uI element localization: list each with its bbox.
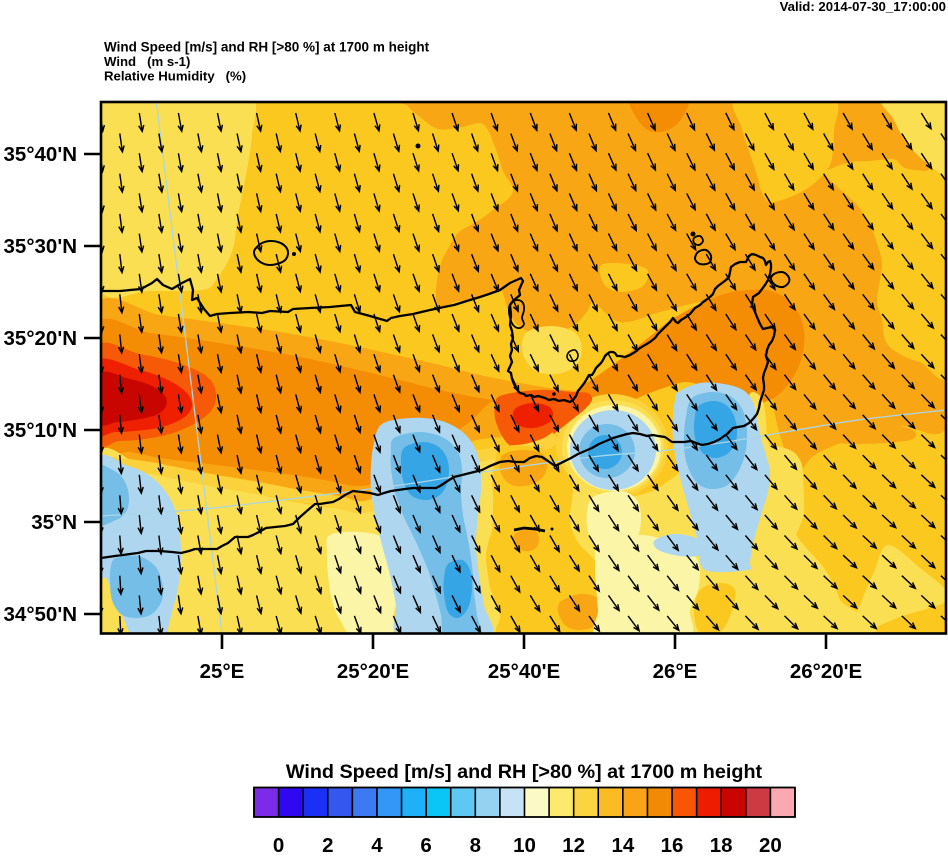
svg-text:25°20'E: 25°20'E — [337, 660, 409, 683]
svg-text:35°40'N: 35°40'N — [4, 143, 77, 166]
svg-text:35°30'N: 35°30'N — [4, 235, 77, 258]
svg-text:35°10'N: 35°10'N — [4, 419, 77, 442]
svg-text:16: 16 — [661, 834, 684, 854]
svg-text:12: 12 — [562, 834, 585, 854]
svg-text:34°50'N: 34°50'N — [4, 603, 77, 626]
svg-text:35°N: 35°N — [31, 511, 77, 534]
svg-text:Wind Speed [m/s] and RH [>80 %: Wind Speed [m/s] and RH [>80 %] at 1700 … — [286, 761, 763, 783]
svg-text:20: 20 — [759, 834, 782, 854]
svg-text:Wind Speed [m/s] and RH [>80 %: Wind Speed [m/s] and RH [>80 %] at 1700 … — [104, 40, 430, 55]
svg-text:4: 4 — [371, 834, 383, 854]
svg-text:Wind (m s-1): Wind (m s-1) — [104, 54, 190, 69]
svg-text:10: 10 — [513, 834, 536, 854]
svg-text:Relative Humidity (%): Relative Humidity (%) — [104, 69, 246, 84]
svg-text:35°20'N: 35°20'N — [4, 327, 77, 350]
svg-text:25°40'E: 25°40'E — [488, 660, 560, 683]
svg-text:0: 0 — [273, 834, 284, 854]
svg-text:Valid: 2014-07-30_17:00:00: Valid: 2014-07-30_17:00:00 — [780, 0, 946, 14]
svg-text:25°E: 25°E — [200, 660, 245, 683]
svg-text:26°20'E: 26°20'E — [790, 660, 862, 683]
svg-text:8: 8 — [470, 834, 481, 854]
svg-text:14: 14 — [611, 834, 634, 854]
svg-text:26°E: 26°E — [653, 660, 698, 683]
svg-text:2: 2 — [322, 834, 333, 854]
svg-text:6: 6 — [420, 834, 431, 854]
svg-text:18: 18 — [710, 834, 733, 854]
